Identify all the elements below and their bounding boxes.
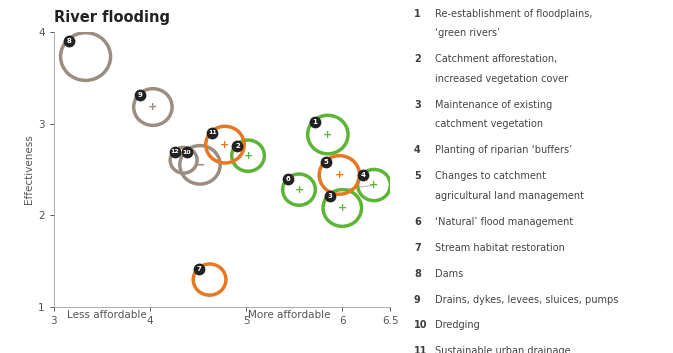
- Text: Changes to catchment: Changes to catchment: [435, 171, 546, 181]
- Text: 10: 10: [182, 150, 191, 155]
- Text: +: +: [334, 170, 344, 180]
- Text: Less affordable: Less affordable: [67, 310, 147, 320]
- Text: +: +: [220, 140, 229, 150]
- Text: −: −: [194, 158, 205, 171]
- Text: 4: 4: [361, 172, 366, 178]
- Text: 7: 7: [414, 243, 421, 253]
- Text: +: +: [323, 130, 332, 139]
- Text: 11: 11: [208, 130, 217, 135]
- Text: 10: 10: [414, 321, 427, 330]
- Text: increased vegetation cover: increased vegetation cover: [435, 74, 569, 84]
- Text: 1: 1: [414, 9, 421, 19]
- Text: 11: 11: [414, 346, 427, 353]
- Text: 3: 3: [327, 193, 332, 199]
- Text: Drains, dykes, levees, sluices, pumps: Drains, dykes, levees, sluices, pumps: [435, 294, 618, 305]
- Text: 5: 5: [324, 160, 328, 166]
- Text: 7: 7: [197, 267, 201, 273]
- Text: 6: 6: [414, 217, 421, 227]
- Text: Sustainable urban drainage: Sustainable urban drainage: [435, 346, 571, 353]
- Text: 1: 1: [312, 119, 317, 125]
- Text: River flooding: River flooding: [54, 10, 170, 25]
- Y-axis label: Effectiveness: Effectiveness: [24, 134, 34, 204]
- Text: +: +: [369, 180, 379, 190]
- Text: 3: 3: [414, 100, 421, 110]
- Text: Stream habitat restoration: Stream habitat restoration: [435, 243, 565, 253]
- Text: 6: 6: [286, 176, 291, 183]
- Text: +: +: [148, 102, 157, 112]
- Text: More affordable: More affordable: [248, 310, 330, 320]
- Text: ‘green rivers’: ‘green rivers’: [435, 28, 501, 38]
- Text: 9: 9: [138, 92, 143, 98]
- Text: 8: 8: [67, 38, 72, 44]
- Text: Dredging: Dredging: [435, 321, 480, 330]
- Text: 9: 9: [414, 294, 421, 305]
- Text: ‘Natural’ flood management: ‘Natural’ flood management: [435, 217, 573, 227]
- Text: Planting of riparian ‘buffers’: Planting of riparian ‘buffers’: [435, 145, 573, 155]
- Text: +: +: [294, 185, 304, 195]
- Text: 2: 2: [235, 143, 240, 149]
- Text: Dams: Dams: [435, 269, 464, 279]
- Text: 2: 2: [414, 54, 421, 64]
- Text: Re-establishment of floodplains,: Re-establishment of floodplains,: [435, 9, 593, 19]
- Text: catchment vegetation: catchment vegetation: [435, 119, 544, 130]
- Text: agricultural land management: agricultural land management: [435, 191, 584, 201]
- Text: 8: 8: [414, 269, 421, 279]
- Text: 4: 4: [414, 145, 421, 155]
- Text: Maintenance of existing: Maintenance of existing: [435, 100, 553, 110]
- Text: 12: 12: [170, 149, 179, 154]
- Text: 5: 5: [414, 171, 421, 181]
- Text: Catchment afforestation,: Catchment afforestation,: [435, 54, 558, 64]
- Text: +: +: [244, 151, 252, 161]
- Text: +: +: [338, 203, 347, 213]
